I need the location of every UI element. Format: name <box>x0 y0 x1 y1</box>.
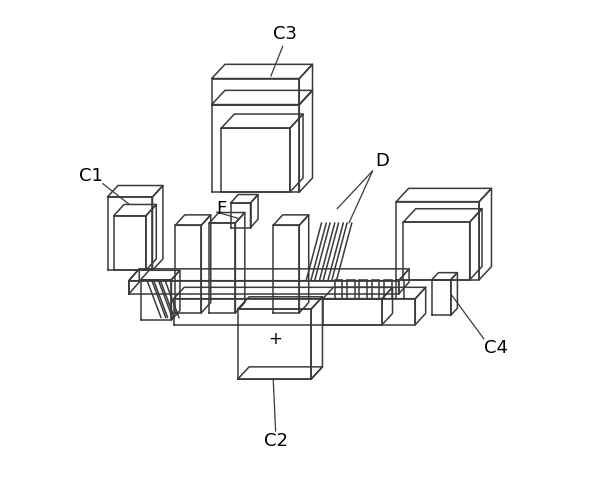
Text: +: + <box>269 330 283 348</box>
Text: C3: C3 <box>273 24 297 43</box>
Text: C1: C1 <box>79 167 103 184</box>
Text: C4: C4 <box>484 340 508 357</box>
Text: C2: C2 <box>264 432 288 450</box>
Text: D: D <box>375 152 389 171</box>
Text: F: F <box>216 200 226 218</box>
